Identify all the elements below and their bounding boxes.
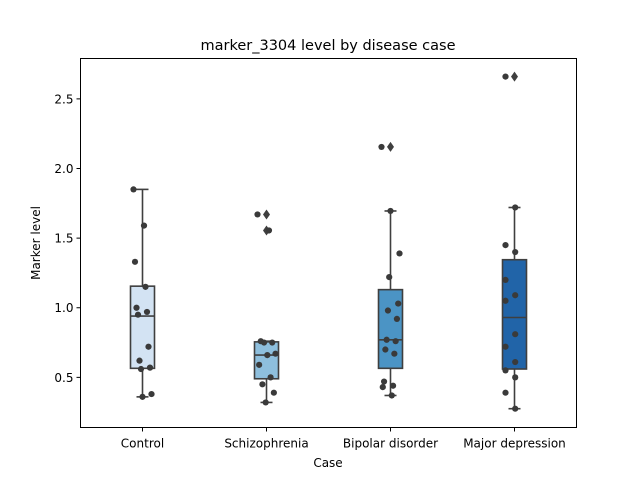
data-point xyxy=(512,358,519,366)
data-point xyxy=(502,241,509,249)
data-point xyxy=(143,308,151,316)
data-point xyxy=(387,207,394,215)
data-point xyxy=(389,382,397,389)
data-point xyxy=(512,292,519,299)
data-point xyxy=(136,357,143,364)
data-point xyxy=(265,227,273,234)
data-point xyxy=(388,392,395,399)
data-point xyxy=(130,186,137,193)
data-point xyxy=(380,378,388,385)
y-tick-label: 1.0 xyxy=(54,301,73,315)
x-tick-label: Control xyxy=(121,437,164,451)
x-tick-label: Schizophrenia xyxy=(224,437,308,451)
data-point xyxy=(502,367,509,374)
data-point xyxy=(254,211,261,218)
box-flier xyxy=(263,209,270,220)
data-point xyxy=(512,405,519,412)
data-point xyxy=(270,389,277,396)
data-point xyxy=(502,73,509,80)
data-point xyxy=(392,338,399,345)
y-tick-label: 2.5 xyxy=(54,92,73,106)
chart-title: marker_3304 level by disease case xyxy=(201,38,456,54)
data-point xyxy=(142,283,149,290)
y-tick-label: 0.5 xyxy=(54,371,73,385)
data-point xyxy=(262,399,269,406)
data-point xyxy=(383,336,390,343)
box-body xyxy=(253,341,280,380)
y-tick-label: 2.0 xyxy=(54,162,73,176)
data-point xyxy=(502,297,509,304)
x-tick-label: Bipolar disorder xyxy=(343,437,438,451)
data-point xyxy=(264,351,271,359)
data-point xyxy=(145,343,152,350)
data-point xyxy=(384,307,392,314)
x-tick-label: Major depression xyxy=(463,437,566,451)
data-point xyxy=(378,143,385,151)
data-point xyxy=(391,350,398,357)
data-point xyxy=(134,311,142,318)
y-axis-label: Marker level xyxy=(29,206,43,280)
box-body xyxy=(501,258,528,370)
data-point xyxy=(269,339,276,346)
data-point xyxy=(396,250,403,257)
data-point xyxy=(140,222,148,229)
data-point xyxy=(502,389,509,396)
data-point xyxy=(131,258,139,265)
data-point xyxy=(267,374,274,381)
box-flier xyxy=(387,141,394,152)
data-point xyxy=(139,393,146,400)
data-point xyxy=(379,384,386,391)
y-tick-label: 1.5 xyxy=(54,232,73,246)
data-point xyxy=(512,204,519,211)
data-point xyxy=(502,343,509,350)
data-point xyxy=(386,274,393,281)
data-point xyxy=(512,248,519,256)
box-flier xyxy=(511,71,518,82)
data-point xyxy=(260,339,268,346)
data-point xyxy=(512,374,519,381)
data-point xyxy=(395,300,402,307)
box-body xyxy=(129,285,156,370)
x-axis-label: Case xyxy=(313,456,342,470)
data-point xyxy=(133,304,140,311)
data-point xyxy=(137,365,145,373)
data-point xyxy=(272,350,279,357)
data-point xyxy=(146,364,154,371)
data-point xyxy=(259,381,266,388)
data-point xyxy=(148,390,155,398)
data-point xyxy=(382,346,389,353)
data-point xyxy=(256,361,263,368)
data-point xyxy=(502,276,509,283)
data-point xyxy=(512,331,519,338)
plot-frame xyxy=(80,58,577,428)
data-point xyxy=(393,315,401,322)
